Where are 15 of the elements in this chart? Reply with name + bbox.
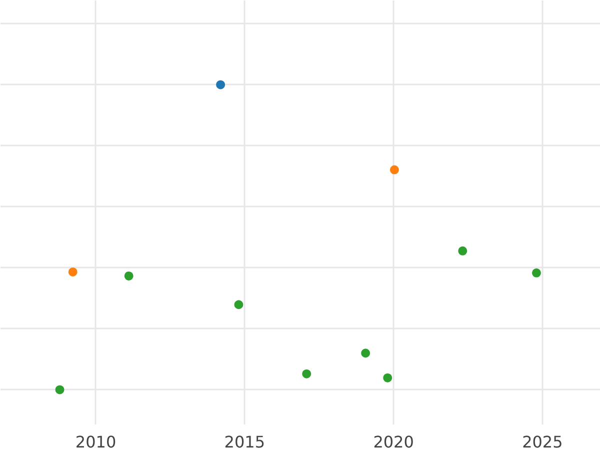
point <box>55 385 64 394</box>
x-tick-label: 2020 <box>373 432 414 450</box>
point <box>302 369 312 378</box>
point <box>68 267 78 276</box>
x-tick-label: 2015 <box>224 432 266 450</box>
point <box>234 300 244 310</box>
x-tick-label: 2025 <box>522 432 563 450</box>
point <box>390 165 399 174</box>
point <box>383 373 392 382</box>
point <box>532 268 541 278</box>
x-tick-label: 2010 <box>75 432 116 450</box>
point <box>458 246 468 256</box>
point <box>361 348 370 358</box>
point <box>216 80 226 90</box>
point <box>124 271 134 280</box>
